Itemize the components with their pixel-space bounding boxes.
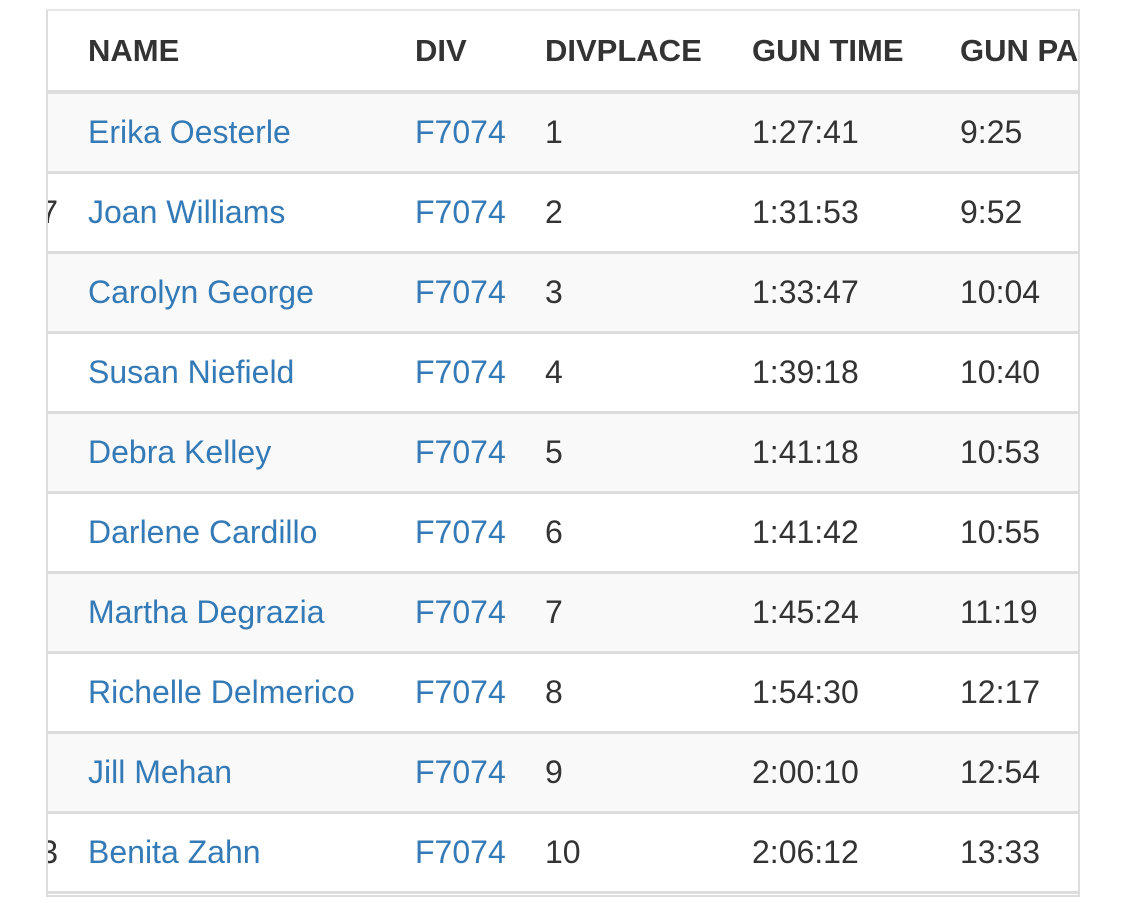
- gun-pace-cell: 13:33: [960, 834, 1041, 870]
- column-header: DIVPLACE: [545, 32, 702, 68]
- gun-time-cell: 2:06:12: [752, 834, 859, 870]
- gun-time-cell: 1:39:18: [752, 354, 859, 390]
- gun-pace-cell: 12:54: [960, 754, 1041, 790]
- divplace-cell: 4: [545, 354, 563, 390]
- gun-pace-cell: 9:52: [960, 194, 1023, 230]
- result-row: Richelle Delmerico F7074 8 1:54:30 12:17: [48, 654, 1078, 734]
- divplace-cell: 8: [545, 674, 563, 710]
- clipped-cell: 3: [48, 814, 58, 891]
- divplace-cell: 9: [545, 754, 563, 790]
- clipped-cell: 7: [48, 174, 58, 251]
- gun-pace-cell: 10:40: [960, 354, 1041, 390]
- gun-time-cell: 1:45:24: [752, 594, 859, 630]
- column-header: DIV: [415, 32, 467, 68]
- div-cell[interactable]: F7074: [415, 594, 506, 630]
- name-cell[interactable]: Carolyn George: [88, 274, 314, 310]
- name-cell[interactable]: Benita Zahn: [88, 834, 261, 870]
- divplace-cell: 1: [545, 114, 563, 150]
- divplace-cell: 10: [545, 834, 581, 870]
- name-cell[interactable]: Martha Degrazia: [88, 594, 325, 630]
- div-cell[interactable]: F7074: [415, 754, 506, 790]
- div-cell[interactable]: F7074: [415, 354, 506, 390]
- gun-time-cell: 1:41:18: [752, 434, 859, 470]
- results-table: NAME DIV DIVPLACE GUN TIME GUN PA Erika Oeste…: [46, 9, 1080, 897]
- divplace-cell: 6: [545, 514, 563, 550]
- column-header: GUN PA: [960, 32, 1079, 68]
- name-cell[interactable]: Darlene Cardillo: [88, 514, 318, 550]
- gun-pace-cell: 9:25: [960, 114, 1023, 150]
- gun-time-cell: 1:31:53: [752, 194, 859, 230]
- div-cell[interactable]: F7074: [415, 674, 506, 710]
- gun-time-cell: 1:27:41: [752, 114, 859, 150]
- div-cell[interactable]: F7074: [415, 194, 506, 230]
- result-row: 7 Joan Williams F7074 2 1:31:53 9:52: [48, 174, 1078, 254]
- gun-pace-cell: 10:04: [960, 274, 1041, 310]
- div-cell[interactable]: F7074: [415, 834, 506, 870]
- name-cell[interactable]: Debra Kelley: [88, 434, 272, 470]
- result-row: Carolyn George F7074 3 1:33:47 10:04: [48, 254, 1078, 334]
- gun-pace-cell: 11:19: [960, 594, 1038, 630]
- divplace-cell: 2: [545, 194, 563, 230]
- gun-time-cell: 1:54:30: [752, 674, 859, 710]
- gun-time-cell: 1:41:42: [752, 514, 859, 550]
- gun-pace-cell: 10:53: [960, 434, 1041, 470]
- result-row: Darlene Cardillo F7074 6 1:41:42 10:55: [48, 494, 1078, 574]
- divplace-cell: 5: [545, 434, 563, 470]
- result-row: Erika Oesterle F7074 1 1:27:41 9:25: [48, 94, 1078, 174]
- name-cell[interactable]: Susan Niefield: [88, 354, 295, 390]
- divplace-cell: 3: [545, 274, 563, 310]
- name-cell[interactable]: Richelle Delmerico: [88, 674, 355, 710]
- gun-pace-cell: 10:55: [960, 514, 1041, 550]
- div-cell[interactable]: F7074: [415, 434, 506, 470]
- result-row: Debra Kelley F7074 5 1:41:18 10:53: [48, 414, 1078, 494]
- column-header: GUN TIME: [752, 32, 904, 68]
- column-header: NAME: [88, 32, 180, 68]
- gun-time-cell: 2:00:10: [752, 754, 859, 790]
- name-cell[interactable]: Jill Mehan: [88, 754, 233, 790]
- divplace-cell: 7: [545, 594, 563, 630]
- result-row: Martha Degrazia F7074 7 1:45:24 11:19: [48, 574, 1078, 654]
- div-cell[interactable]: F7074: [415, 114, 506, 150]
- result-row: 3 Benita Zahn F7074 10 2:06:12 13:33: [48, 814, 1078, 894]
- result-row: Jill Mehan F7074 9 2:00:10 12:54: [48, 734, 1078, 814]
- div-cell[interactable]: F7074: [415, 514, 506, 550]
- gun-time-cell: 1:33:47: [752, 274, 859, 310]
- name-cell[interactable]: Joan Williams: [88, 194, 286, 230]
- header-row: NAME DIV DIVPLACE GUN TIME GUN PA: [48, 11, 1078, 94]
- result-row: Susan Niefield F7074 4 1:39:18 10:40: [48, 334, 1078, 414]
- div-cell[interactable]: F7074: [415, 274, 506, 310]
- name-cell[interactable]: Erika Oesterle: [88, 114, 291, 150]
- gun-pace-cell: 12:17: [960, 674, 1041, 710]
